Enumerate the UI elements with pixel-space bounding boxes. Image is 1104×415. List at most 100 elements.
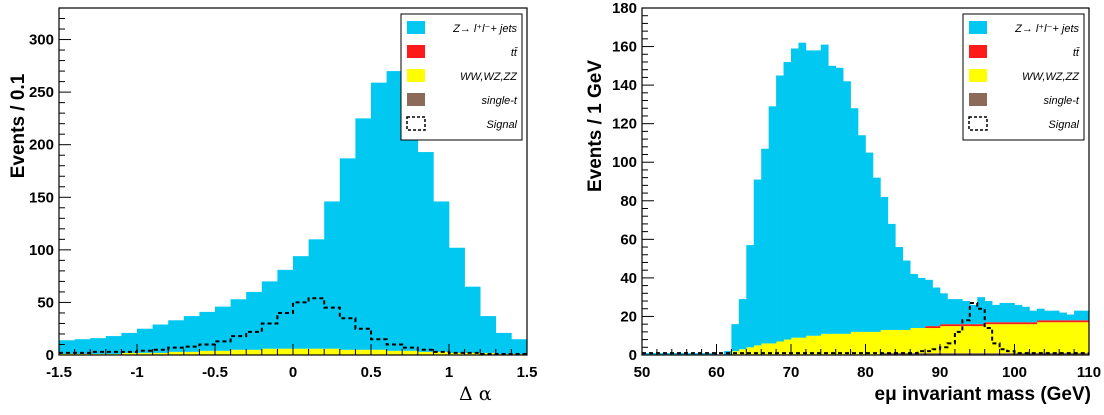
x-tick-label: 100 (1002, 364, 1027, 381)
diboson-bar (835, 333, 844, 355)
zjets-bar (105, 336, 122, 354)
x-tick-label: -1.5 (46, 364, 72, 381)
singlet-bar (887, 353, 896, 355)
zjets-bar (339, 158, 356, 350)
diboson-bar (783, 339, 792, 355)
diboson-bar (977, 326, 985, 354)
diboson-bar (277, 348, 294, 355)
zjets-bar (820, 44, 829, 334)
x-tick-label: 60 (708, 364, 725, 381)
diboson-bar (215, 350, 231, 355)
legend-label-ttbar: tt̄ (1073, 47, 1080, 59)
y-tick-label: 50 (37, 294, 54, 311)
x-tick-label: -1 (130, 364, 143, 381)
singlet-bar (902, 353, 911, 355)
y-tick-label: 0 (629, 347, 637, 364)
zjets-bar (183, 316, 200, 352)
singlet-bar (999, 353, 1008, 355)
x-tick-label: 0.5 (361, 364, 382, 381)
singlet-bar (1074, 353, 1082, 355)
zjets-bar (121, 332, 138, 353)
legend-label-zjets: Z→ l⁺l⁻+ jets (452, 23, 517, 35)
diboson-bar (183, 351, 200, 355)
diboson-bar (402, 350, 419, 355)
x-tick-label: 1 (445, 364, 453, 381)
zjets-bar (1074, 310, 1082, 321)
diboson-bar (910, 328, 918, 354)
zjets-bar (664, 353, 673, 355)
legend-swatch-ttbar (969, 45, 987, 58)
zjets-bar (776, 75, 784, 342)
diboson-bar (355, 349, 372, 355)
x-tick-label: 90 (932, 364, 949, 381)
zjets-bar (969, 304, 978, 325)
diboson-bar (386, 350, 403, 355)
zjets-bar (1029, 310, 1038, 323)
y-tick-label: 100 (29, 242, 54, 259)
zjets-bar (850, 108, 859, 332)
zjets-bar (417, 152, 434, 352)
zjets-bar (843, 81, 851, 334)
diboson-bar (1021, 324, 1030, 354)
zjets-bar (355, 118, 372, 350)
zjets-bar (1059, 312, 1067, 321)
zjets-bar (59, 340, 75, 354)
diboson-bar (969, 326, 978, 354)
zjets-bar (977, 297, 985, 325)
diboson-bar (798, 337, 807, 355)
zjets-bar (940, 293, 948, 325)
diboson-bar (872, 331, 881, 355)
singlet-bar (992, 353, 1000, 355)
zjets-bar (902, 260, 911, 330)
ttbar-bar (1044, 320, 1053, 323)
y-tick-label: 140 (612, 77, 637, 94)
right-chart: Events / 1 GeV eμ invariant mass (GeV) 5… (585, 0, 1101, 405)
left-chart: Events / 0.1 Δ α -1.5 -1 -0.5 0 0.5 1 1.5 0 50 10… (8, 7, 537, 405)
y-tick-label: 0 (46, 347, 54, 364)
ttbar-bar (1059, 320, 1067, 323)
singlet-bar (1007, 353, 1015, 355)
zjets-bar (738, 299, 747, 350)
y-tick-label: 120 (612, 116, 637, 133)
x-tick-label: 80 (857, 364, 874, 381)
diboson-bar (746, 347, 755, 355)
zjets-bar (246, 291, 263, 350)
ttbar-bar (1081, 320, 1089, 323)
right-ylabel: Events / 1 GeV (585, 60, 606, 192)
singlet-bar (895, 353, 904, 355)
singlet-bar (925, 353, 933, 355)
ttbar-bar (962, 324, 971, 327)
ttbar-bar (1074, 320, 1082, 323)
y-tick-label: 180 (612, 0, 637, 17)
zjets-bar (753, 179, 762, 346)
legend-swatch-diboson (407, 69, 425, 82)
ttbar-bar (969, 324, 978, 327)
zjets-bar (293, 256, 309, 349)
plot-area-1: 50 60 70 80 90 100 110 0 20 40 60 80 100 120 140 160 180… (612, 0, 1101, 381)
legend-label-singlet: single-t (482, 95, 518, 107)
y-tick-label: 150 (29, 189, 54, 206)
legend-swatch-singlet (969, 93, 987, 106)
zjets-bar (865, 152, 874, 332)
zjets-bar (152, 324, 169, 353)
zjets-bar (324, 201, 341, 349)
zjets-bar (761, 148, 769, 344)
singlet-bar (954, 353, 963, 355)
zjets-bar (887, 223, 896, 330)
zjets-bar (511, 339, 527, 354)
legend-label-singlet: single-t (1044, 95, 1080, 107)
diboson-bar (925, 328, 933, 354)
zjets-bar (1021, 306, 1030, 323)
diboson-bar (992, 324, 1000, 354)
diboson-bar (850, 331, 859, 355)
diboson-bar (1029, 324, 1038, 354)
zjets-bar (1036, 308, 1045, 321)
diboson-bar (152, 352, 169, 355)
zjets-bar (932, 287, 941, 327)
singlet-bar (969, 353, 978, 355)
diboson-bar (199, 350, 216, 355)
diboson-bar (984, 324, 993, 354)
diboson-bar (137, 352, 153, 355)
ttbar-bar (1014, 322, 1023, 325)
right-xlabel: eμ invariant mass (GeV) (875, 384, 1092, 405)
